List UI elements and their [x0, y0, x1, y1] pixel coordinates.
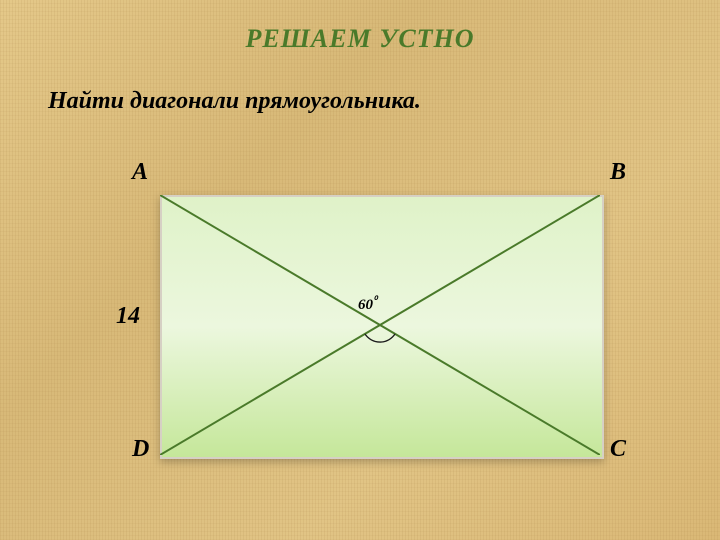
- vertex-label-d: D: [132, 436, 149, 463]
- side-label-ad: 14: [116, 303, 140, 330]
- angle-label: 60⁰: [358, 295, 377, 314]
- vertex-label-c: C: [610, 436, 626, 463]
- diagram-container: A B C D 14 60⁰: [160, 195, 600, 455]
- vertex-label-b: B: [610, 159, 626, 186]
- angle-degree-symbol: ⁰: [373, 295, 377, 306]
- problem-text: Найти диагонали прямоугольника.: [48, 88, 421, 115]
- angle-value: 60: [358, 297, 373, 313]
- slide: РЕШАЕМ УСТНО Найти диагонали прямоугольн…: [0, 0, 720, 540]
- diagonals-svg: [160, 195, 600, 455]
- angle-arc: [365, 334, 395, 342]
- vertex-label-a: A: [132, 159, 148, 186]
- slide-title: РЕШАЕМ УСТНО: [0, 24, 720, 54]
